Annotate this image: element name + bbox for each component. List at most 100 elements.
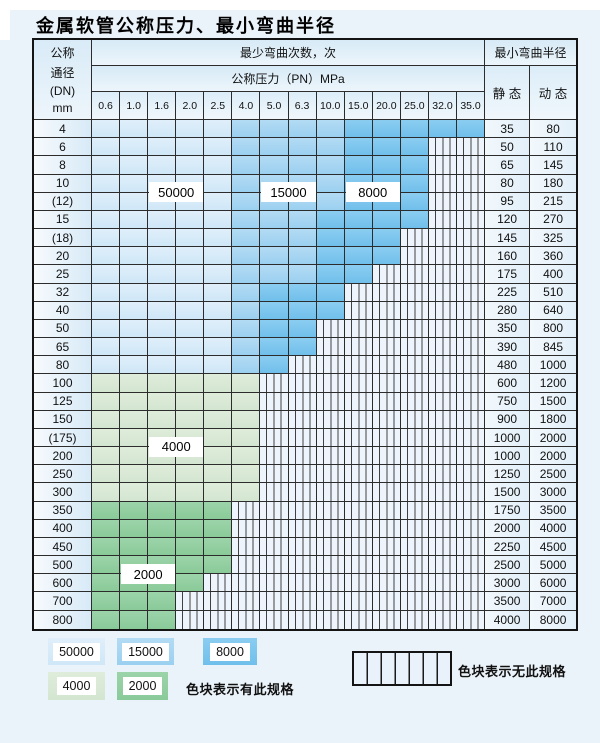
spec-cell-2000 bbox=[204, 556, 233, 575]
no-spec-cell bbox=[428, 392, 458, 411]
no-spec-cell bbox=[400, 229, 429, 248]
spec-cell-4000 bbox=[176, 465, 205, 484]
dn-cell: 32 bbox=[34, 283, 92, 302]
spec-cell-4000 bbox=[92, 447, 121, 466]
table-row: (18) 145 325 bbox=[34, 229, 577, 248]
static-radius-cell: 350 bbox=[485, 319, 531, 339]
spec-cell-50000 bbox=[92, 265, 121, 284]
static-radius-cell: 1500 bbox=[485, 483, 531, 502]
no-spec-cell bbox=[400, 592, 429, 611]
static-radius-cell: 390 bbox=[485, 338, 531, 357]
spec-cell-2000 bbox=[92, 537, 121, 557]
table-row: 600 3000 6000 bbox=[34, 574, 577, 593]
static-radius-cell: 80 bbox=[485, 174, 531, 193]
no-spec-cell bbox=[457, 501, 486, 520]
spec-cell-2000 bbox=[176, 574, 205, 593]
no-spec-cell bbox=[372, 447, 401, 466]
no-spec-cell bbox=[260, 410, 289, 429]
table-row: 200 1000 2000 bbox=[34, 447, 577, 466]
spec-cell-8000 bbox=[400, 192, 429, 211]
no-spec-cell bbox=[316, 356, 345, 375]
spec-cell-50000 bbox=[148, 229, 177, 248]
spec-cell-50000 bbox=[148, 265, 177, 284]
spec-cell-50000 bbox=[120, 174, 149, 193]
spec-cell-4000 bbox=[204, 392, 233, 411]
no-spec-cell bbox=[288, 356, 317, 375]
spec-cell-50000 bbox=[92, 138, 121, 157]
no-spec-cell bbox=[344, 501, 373, 520]
no-spec-cell bbox=[457, 210, 486, 230]
no-spec-cell bbox=[457, 483, 486, 502]
no-spec-cell bbox=[457, 410, 486, 429]
no-spec-cell bbox=[400, 537, 429, 557]
spec-cell-2000 bbox=[92, 519, 121, 538]
no-spec-cell bbox=[428, 174, 458, 193]
pressure-radius-table: 公称 通径 (DN) mm 最少弯曲次数，次 公称压力（PN）MPa 0.6 1.… bbox=[32, 38, 578, 631]
no-spec-cell bbox=[288, 374, 317, 393]
spec-cell-2000 bbox=[148, 592, 177, 611]
static-radius-cell: 145 bbox=[485, 229, 531, 248]
spec-cell-50000 bbox=[176, 283, 205, 302]
spec-cell-50000 bbox=[120, 229, 149, 248]
spec-cell-50000 bbox=[120, 192, 149, 211]
spec-cell-4000 bbox=[232, 465, 261, 484]
spec-cell-15000 bbox=[232, 138, 261, 157]
dn-cell: 40 bbox=[34, 301, 92, 320]
spec-cell-50000 bbox=[92, 356, 121, 375]
spec-cell-50000 bbox=[204, 156, 233, 175]
no-spec-cell bbox=[372, 519, 401, 538]
no-spec-cell bbox=[316, 338, 345, 357]
spec-cell-50000 bbox=[92, 338, 121, 357]
no-spec-cell bbox=[288, 610, 317, 629]
spec-cell-50000 bbox=[92, 120, 121, 139]
no-spec-cell bbox=[344, 392, 373, 411]
spec-cell-8000 bbox=[260, 319, 289, 339]
table-row: 40 280 640 bbox=[34, 301, 577, 320]
dn-cell: 450 bbox=[34, 537, 92, 557]
spec-cell-8000 bbox=[344, 120, 373, 139]
spec-cell-15000 bbox=[232, 301, 261, 320]
static-radius-cell: 3000 bbox=[485, 574, 531, 593]
dynamic-radius-cell: 270 bbox=[530, 210, 577, 230]
spec-cell-50000 bbox=[176, 210, 205, 230]
no-spec-cell bbox=[372, 501, 401, 520]
no-spec-cell bbox=[260, 537, 289, 557]
no-spec-cell bbox=[204, 610, 233, 629]
dynamic-radius-cell: 1200 bbox=[530, 374, 577, 393]
no-spec-cell bbox=[428, 519, 458, 538]
table-row: 32 225 510 bbox=[34, 283, 577, 302]
spec-cell-50000 bbox=[92, 229, 121, 248]
dynamic-radius-cell: 640 bbox=[530, 301, 577, 320]
spec-cell-4000 bbox=[92, 392, 121, 411]
spec-cell-50000 bbox=[176, 120, 205, 139]
spec-cell-15000 bbox=[260, 210, 289, 230]
spec-cell-50000 bbox=[204, 229, 233, 248]
spec-cell-50000 bbox=[176, 356, 205, 375]
dn-cell: 500 bbox=[34, 556, 92, 575]
spec-cell-2000 bbox=[176, 501, 205, 520]
spec-cell-50000 bbox=[148, 301, 177, 320]
dn-cell: 400 bbox=[34, 519, 92, 538]
spec-cell-8000 bbox=[372, 156, 401, 175]
spec-cell-50000 bbox=[120, 319, 149, 339]
no-spec-cell bbox=[288, 447, 317, 466]
dn-cell: 65 bbox=[34, 338, 92, 357]
spec-cell-50000 bbox=[204, 138, 233, 157]
no-spec-cell bbox=[400, 319, 429, 339]
dn-cell: 25 bbox=[34, 265, 92, 284]
spec-cell-50000 bbox=[120, 265, 149, 284]
spec-cell-8000 bbox=[372, 138, 401, 157]
dn-cell: 15 bbox=[34, 210, 92, 230]
spec-cell-2000 bbox=[148, 501, 177, 520]
no-spec-cell bbox=[457, 374, 486, 393]
spec-cell-2000 bbox=[120, 519, 149, 538]
table-row: 350 1750 3500 bbox=[34, 501, 577, 520]
static-radius-cell: 900 bbox=[485, 410, 531, 429]
spec-cell-8000 bbox=[344, 247, 373, 266]
table-row: 50 350 800 bbox=[34, 319, 577, 339]
spec-cell-15000 bbox=[260, 138, 289, 157]
table-row: 400 2000 4000 bbox=[34, 519, 577, 538]
dynamic-radius-cell: 180 bbox=[530, 174, 577, 193]
no-spec-cell bbox=[316, 556, 345, 575]
no-spec-cell bbox=[457, 229, 486, 248]
